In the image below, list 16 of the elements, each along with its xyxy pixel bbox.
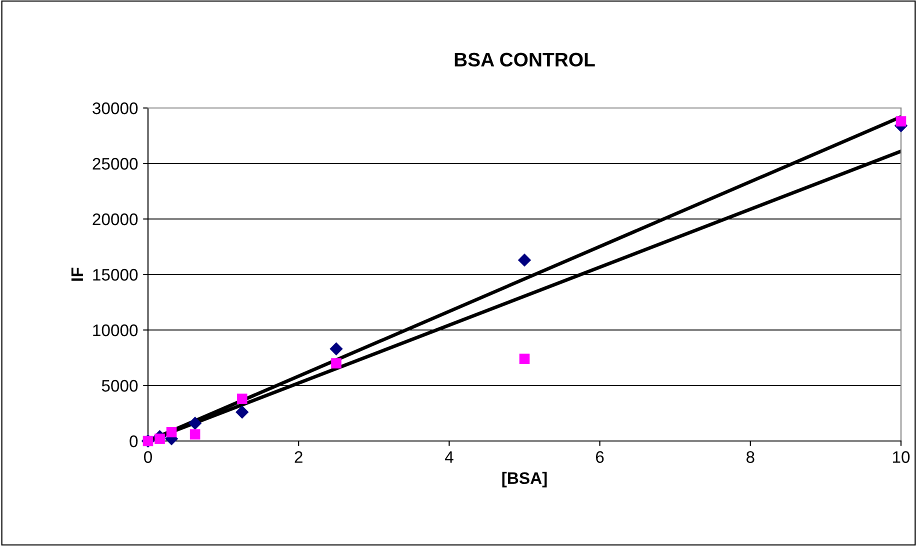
y-tick-label: 30000 [92,102,138,114]
y-axis-title: IF [71,268,83,281]
x-tick-label: 4 [444,451,454,463]
y-tick-label: 10000 [93,324,138,336]
y-tick-label: 20000 [92,213,138,226]
chart-title: BSA CONTROL [454,52,595,67]
y-tick-label: 5000 [102,380,138,392]
x-tick-label: 10 [893,451,910,463]
y-tick-label: 15000 [93,268,138,281]
y-tick-label: 0 [130,435,138,448]
x-tick-label: 8 [746,451,754,463]
y-tick-label: 25000 [92,158,138,170]
x-tick-label: 0 [144,451,152,463]
x-tick-label: 6 [596,451,604,463]
x-tick-label: 2 [294,451,302,463]
x-axis-title: [BSA] [502,472,547,488]
